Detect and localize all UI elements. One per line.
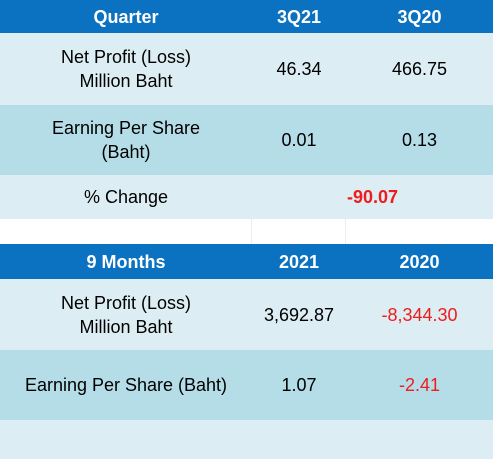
nine-month-header-2020: 2020	[399, 251, 440, 272]
quarter-header-row: Quarter 3Q21 3Q20	[0, 0, 493, 33]
change-value: -90.07	[346, 187, 399, 207]
quarter-change-row: % Change -90.07	[0, 175, 493, 219]
quarter-net-profit-row: Net Profit (Loss) Million Baht 46.34 466…	[0, 33, 493, 105]
net-profit-label-line2: Million Baht	[79, 316, 173, 337]
quarter-net-profit-3q21: 46.34	[276, 59, 322, 79]
nine-month-eps-row: Earning Per Share (Baht) 1.07 -2.41	[0, 350, 493, 420]
net-profit-label-line2: Million Baht	[79, 71, 173, 91]
nine-month-header-row: 9 Months 2021 2020	[0, 244, 493, 279]
quarter-net-profit-3q20: 466.75	[391, 59, 448, 79]
quarter-header-3q20: 3Q20	[397, 6, 442, 27]
nine-month-net-profit-row: Net Profit (Loss) Million Baht 3,692.87 …	[0, 279, 493, 350]
nine-month-net-profit-2021: 3,692.87	[263, 304, 335, 325]
table-spacer	[0, 219, 493, 244]
nine-month-header-label: 9 Months	[86, 251, 166, 272]
nine-month-eps-2021: 1.07	[281, 375, 317, 395]
nine-month-eps-label: Earning Per Share (Baht)	[24, 375, 228, 395]
nine-month-net-profit-2020: -8,344.30	[381, 304, 458, 325]
net-profit-label-line1: Net Profit (Loss)	[60, 47, 192, 67]
quarter-eps-label: Earning Per Share (Baht)	[0, 105, 252, 175]
net-profit-label-line1: Net Profit (Loss)	[60, 292, 192, 313]
quarter-eps-row: Earning Per Share (Baht) 0.01 0.13	[0, 105, 493, 175]
quarter-header-label: Quarter	[93, 6, 159, 27]
eps-label-line1: Earning Per Share	[51, 118, 201, 138]
empty-row	[0, 420, 493, 459]
nine-month-header-2021: 2021	[278, 251, 320, 272]
nine-month-eps-2020: -2.41	[398, 375, 441, 395]
quarter-net-profit-label: Net Profit (Loss) Million Baht	[0, 33, 252, 105]
quarter-header-3q21: 3Q21	[276, 6, 322, 27]
quarter-eps-3q20: 0.13	[401, 130, 438, 150]
eps-label-line2: (Baht)	[101, 142, 151, 162]
nine-month-net-profit-label: Net Profit (Loss) Million Baht	[0, 279, 252, 350]
change-label: % Change	[83, 187, 169, 207]
quarter-eps-3q21: 0.01	[281, 130, 317, 150]
